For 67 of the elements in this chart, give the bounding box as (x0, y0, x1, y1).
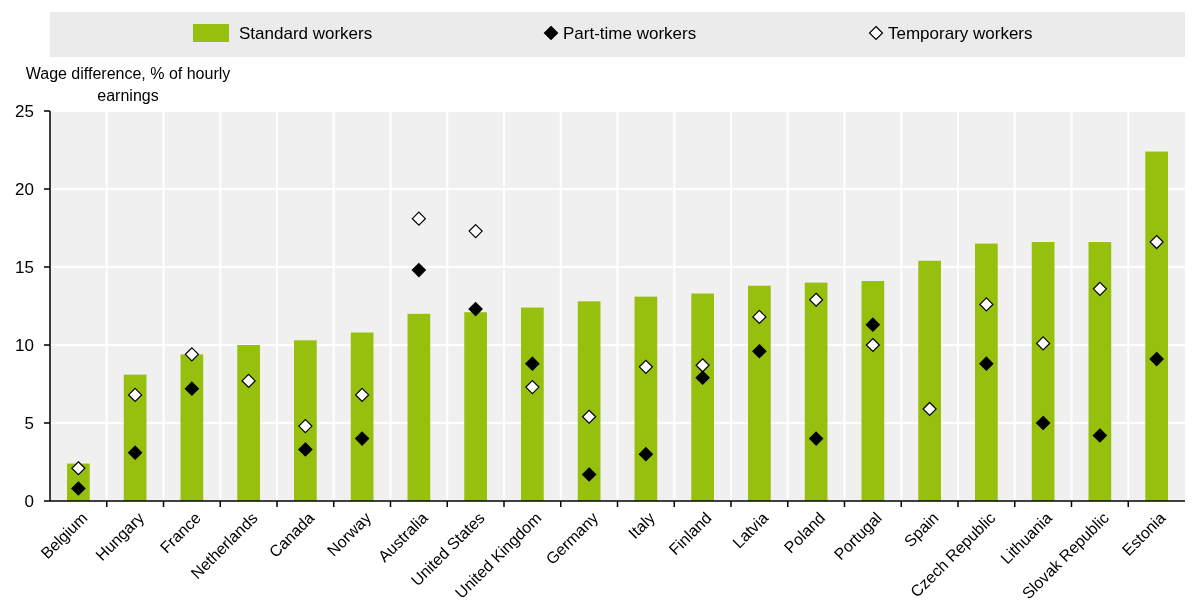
point (525, 356, 540, 371)
point (411, 263, 426, 278)
bar (804, 282, 828, 501)
x-tick-label: Italy (625, 509, 658, 542)
point (809, 431, 824, 446)
y-tick-label: 25 (15, 101, 34, 121)
point (695, 370, 710, 385)
bar (577, 301, 601, 501)
bar (861, 281, 885, 501)
point (979, 356, 994, 371)
point (71, 461, 86, 476)
point (922, 401, 937, 417)
bar (748, 285, 771, 501)
point (865, 337, 880, 353)
y-tick-label: 5 (24, 413, 34, 433)
point (241, 373, 256, 388)
bar (918, 260, 941, 501)
point (355, 387, 370, 403)
bar (294, 340, 317, 501)
point (355, 431, 370, 446)
point (468, 224, 483, 239)
point (638, 447, 653, 462)
y-axis-title: Wage difference, % of hourly earnings (25, 65, 231, 104)
bar (1088, 242, 1112, 501)
point (468, 302, 483, 317)
point (1036, 336, 1051, 351)
point (184, 381, 199, 396)
legend-label: Standard workers (239, 24, 373, 43)
y-tick-label: 0 (24, 491, 34, 511)
point (638, 359, 653, 374)
legend-label: Temporary workers (888, 24, 1033, 43)
bar (123, 374, 147, 501)
bar (634, 296, 658, 501)
point (752, 309, 767, 325)
point (298, 442, 313, 457)
point (865, 317, 880, 332)
bar (1031, 242, 1055, 501)
point (128, 387, 143, 403)
point (298, 419, 313, 434)
point (1149, 351, 1164, 367)
point (979, 297, 994, 312)
bar (464, 312, 487, 501)
point (582, 467, 597, 482)
bar (407, 313, 431, 501)
y-tick-label: 20 (15, 179, 34, 199)
point (752, 344, 767, 359)
point (128, 445, 143, 460)
point (695, 358, 710, 373)
bar (180, 354, 204, 501)
point (1149, 234, 1164, 250)
point (582, 409, 597, 424)
point (411, 211, 426, 226)
point (1036, 415, 1051, 431)
bar (237, 345, 260, 501)
bar (521, 307, 544, 501)
point (1092, 428, 1107, 443)
point (1092, 281, 1107, 296)
bar (691, 293, 714, 501)
bar (1145, 151, 1168, 501)
bar (975, 243, 998, 501)
y-tick-label: 10 (15, 335, 34, 355)
point (525, 380, 540, 395)
y-tick-label: 15 (15, 257, 34, 277)
legend-label: Part-time workers (563, 24, 697, 43)
point (809, 292, 824, 307)
point (184, 347, 199, 362)
bar (350, 332, 374, 501)
